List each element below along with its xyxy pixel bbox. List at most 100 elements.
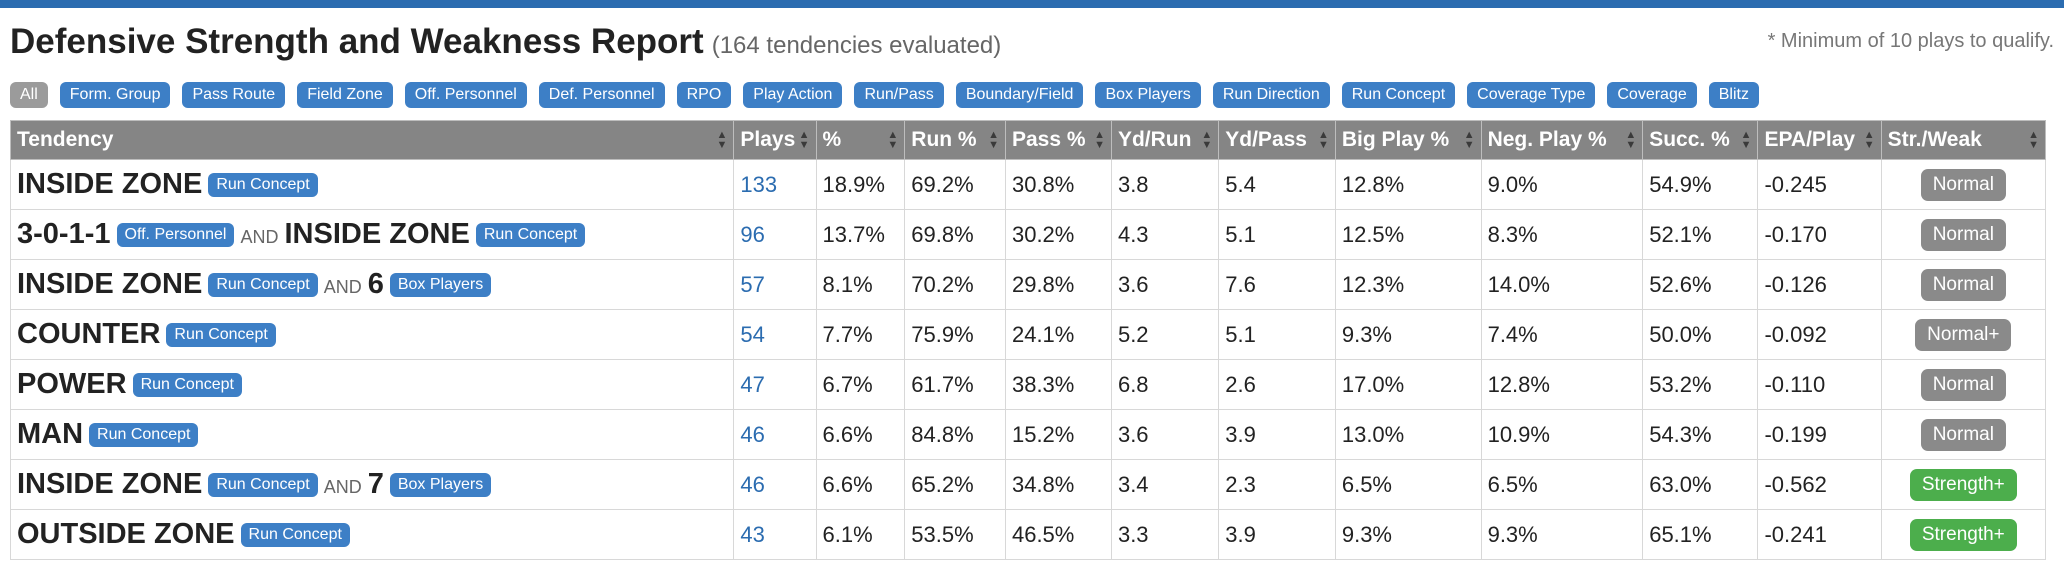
cell-big: 12.5% <box>1334 209 1482 260</box>
sort-arrows-icon[interactable]: ▲ ▼ <box>1863 129 1875 151</box>
filter-chip-all[interactable]: All <box>10 82 48 108</box>
cell-ydrun: 3.3 <box>1110 509 1220 560</box>
filter-chip-box-players[interactable]: Box Players <box>1095 82 1201 108</box>
tendency-name: 7 <box>367 468 384 500</box>
tendency-name: MAN <box>17 418 84 450</box>
cell-neg: 10.9% <box>1480 409 1644 460</box>
status-badge: Normal <box>1920 368 2006 401</box>
sort-arrows-icon[interactable]: ▲ ▼ <box>1625 129 1637 151</box>
plays-link[interactable]: 54 <box>740 321 765 347</box>
cell-ydrun: 3.6 <box>1110 259 1220 310</box>
category-tag[interactable]: Box Players <box>389 473 492 498</box>
filter-chip-off-personnel[interactable]: Off. Personnel <box>404 82 527 108</box>
category-tag[interactable]: Run Concept <box>208 273 318 298</box>
tendency-cell: OUTSIDE ZONE Run Concept <box>9 509 735 560</box>
column-header-label: Yd/Run <box>1117 128 1192 151</box>
sort-arrows-icon[interactable]: ▲ ▼ <box>1740 129 1752 151</box>
cell-pct: 6.6% <box>815 409 906 460</box>
table-row: 3-0-1-1 Off. Personnel AND INSIDE ZONE Run C… <box>9 209 2047 260</box>
column-header-big-play[interactable]: Big Play % ▲ ▼ <box>1334 120 1482 160</box>
plays-cell: 46 <box>733 459 817 510</box>
tendency-cell: INSIDE ZONE Run Concept <box>9 159 735 210</box>
column-header-label: EPA/Play <box>1764 128 1856 151</box>
status-badge: Strength+ <box>1909 518 2017 551</box>
cell-big: 9.3% <box>1334 309 1482 360</box>
plays-link[interactable]: 46 <box>740 421 765 447</box>
plays-link[interactable]: 46 <box>740 471 765 497</box>
cell-ydrun: 4.3 <box>1110 209 1220 260</box>
sort-arrows-icon[interactable]: ▲ ▼ <box>1317 129 1329 151</box>
category-tag[interactable]: Run Concept <box>475 223 586 248</box>
column-header-neg-play[interactable]: Neg. Play % ▲ ▼ <box>1480 120 1644 160</box>
column-header-percent[interactable]: % ▲ ▼ <box>815 120 906 160</box>
column-header-run[interactable]: Run % ▲ ▼ <box>904 120 1006 160</box>
sort-arrows-icon[interactable]: ▲ ▼ <box>798 129 810 151</box>
cell-run: 61.7% <box>904 359 1006 410</box>
sort-arrows-icon[interactable]: ▲ ▼ <box>988 129 999 151</box>
cell-run: 84.8% <box>904 409 1006 460</box>
column-header-succ[interactable]: Succ. % ▲ ▼ <box>1642 120 1759 160</box>
filter-chip-run-direction[interactable]: Run Direction <box>1212 82 1330 108</box>
cell-ydpass: 3.9 <box>1218 409 1336 460</box>
column-header-label: Run % <box>911 128 977 151</box>
status-badge: Normal <box>1920 268 2006 301</box>
column-header-pass[interactable]: Pass % ▲ ▼ <box>1004 120 1112 160</box>
category-tag[interactable]: Run Concept <box>132 373 242 398</box>
filter-chip-pass-route[interactable]: Pass Route <box>182 82 286 108</box>
plays-link[interactable]: 43 <box>740 521 765 547</box>
category-tag[interactable]: Run Concept <box>208 473 318 498</box>
filter-chip-run-pass[interactable]: Run/Pass <box>854 82 944 108</box>
cell-ydpass: 2.3 <box>1218 459 1336 510</box>
cell-epa: -0.199 <box>1757 409 1882 460</box>
sort-arrows-icon[interactable]: ▲ ▼ <box>2028 129 2039 151</box>
category-tag[interactable]: Run Concept <box>89 423 199 448</box>
cell-pct: 6.1% <box>815 509 906 560</box>
column-header-label: Tendency <box>17 128 114 151</box>
column-header-tendency[interactable]: Tendency ▲ ▼ <box>9 120 735 160</box>
cell-ydpass: 3.9 <box>1218 509 1336 560</box>
filter-chip-def-personnel[interactable]: Def. Personnel <box>538 82 665 108</box>
column-header-label: Pass % <box>1011 128 1086 151</box>
cell-big: 13.0% <box>1334 409 1482 460</box>
filter-chip-field-zone[interactable]: Field Zone <box>297 82 393 108</box>
cell-ydpass: 5.4 <box>1218 159 1336 210</box>
plays-link[interactable]: 47 <box>740 371 765 397</box>
sort-arrows-icon[interactable]: ▲ ▼ <box>887 129 899 151</box>
filter-chip-boundary-field[interactable]: Boundary/Field <box>955 82 1084 108</box>
filter-chip-coverage[interactable]: Coverage <box>1607 82 1697 108</box>
cell-succ: 65.1% <box>1642 509 1759 560</box>
plays-link[interactable]: 133 <box>740 171 778 197</box>
column-header-str-weak[interactable]: Str./Weak ▲ ▼ <box>1880 120 2047 160</box>
column-header-yd-pass[interactable]: Yd/Pass ▲ ▼ <box>1218 120 1336 160</box>
plays-link[interactable]: 57 <box>740 271 765 297</box>
column-header-label: Plays <box>740 128 796 151</box>
cell-epa: -0.126 <box>1757 259 1882 310</box>
category-tag[interactable]: Box Players <box>389 273 492 298</box>
filter-chip-coverage-type[interactable]: Coverage Type <box>1467 82 1596 108</box>
sort-arrows-icon[interactable]: ▲ ▼ <box>1094 129 1105 151</box>
plays-link[interactable]: 96 <box>740 221 765 247</box>
column-header-epa-play[interactable]: EPA/Play ▲ ▼ <box>1757 120 1882 160</box>
column-header-plays[interactable]: Plays ▲ ▼ <box>733 120 817 160</box>
cell-pass: 15.2% <box>1004 409 1112 460</box>
column-header-yd-run[interactable]: Yd/Run ▲ ▼ <box>1110 120 1220 160</box>
filter-chip-run-concept[interactable]: Run Concept <box>1341 82 1456 108</box>
category-tag[interactable]: Off. Personnel <box>116 223 235 248</box>
cell-epa: -0.245 <box>1757 159 1882 210</box>
filter-chip-blitz[interactable]: Blitz <box>1708 82 1759 108</box>
str-weak-cell: Normal <box>1880 359 2047 410</box>
cell-pct: 8.1% <box>815 259 906 310</box>
category-tag[interactable]: Run Concept <box>240 523 350 548</box>
cell-pct: 6.7% <box>815 359 906 410</box>
sort-arrows-icon[interactable]: ▲ ▼ <box>1463 129 1475 151</box>
filter-chip-rpo[interactable]: RPO <box>676 82 732 108</box>
sort-arrows-icon[interactable]: ▲ ▼ <box>716 129 728 151</box>
filter-chip-form-group[interactable]: Form. Group <box>59 82 171 108</box>
filter-chip-play-action[interactable]: Play Action <box>743 82 843 108</box>
cell-pct: 6.6% <box>815 459 906 510</box>
page-subtitle: (164 tendencies evaluated) <box>711 32 1002 59</box>
category-tag[interactable]: Run Concept <box>208 173 318 198</box>
sort-arrows-icon[interactable]: ▲ ▼ <box>1201 129 1213 151</box>
category-tag[interactable]: Run Concept <box>166 323 276 348</box>
cell-ydrun: 5.2 <box>1110 309 1220 360</box>
